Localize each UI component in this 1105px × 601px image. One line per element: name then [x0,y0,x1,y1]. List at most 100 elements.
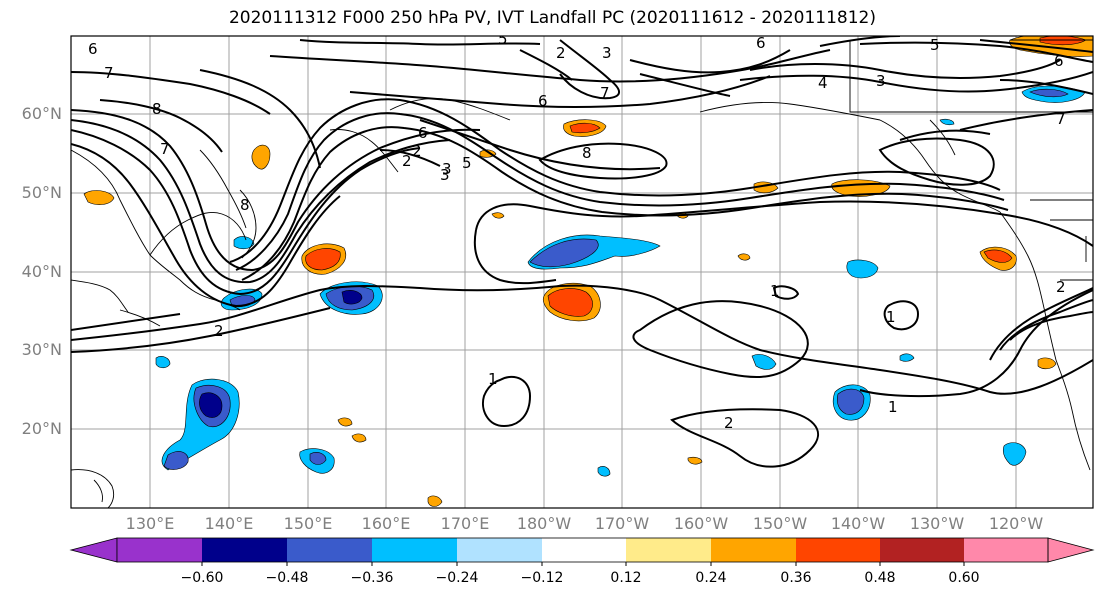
colorbar-tick-label: 0.60 [948,570,980,586]
colorbar-segment [287,538,372,562]
lat-label: 50°N [21,183,62,202]
pv-contour-6 [819,36,901,47]
colorbar-segment [880,538,964,562]
ivt-positive-region [351,433,367,443]
colorbar-segment [457,538,542,562]
ivt-negative-region [836,388,865,415]
pv-contour-2 [519,49,573,81]
lon-label: 130°W [909,514,965,533]
contour-label: 6 [1054,52,1064,70]
ivt-positive-region [569,122,601,134]
pv-contour-3 [235,112,1005,271]
contour-label: 3 [876,72,886,90]
pv-contour-2 [989,287,1093,361]
ivt-positive-region [305,248,341,271]
ivt-positive-region [737,253,751,261]
pv-contour-2 [71,307,331,353]
pv-contour-6 [269,49,831,83]
pv-contour-5 [299,39,541,46]
map-frame [70,35,1094,509]
colorbar-segment [711,538,796,562]
pv-contours [71,36,1093,468]
contour-label: 2 [214,322,224,340]
ivt-positive-region [1037,357,1057,370]
pv-contour-3 [749,59,1061,79]
contour-label: 5 [498,30,508,48]
colorbar-segment [372,538,457,562]
contour-label: 6 [538,92,548,110]
lat-label: 60°N [21,104,62,123]
pv-contour-1 [632,300,809,379]
pv-contour-1 [475,200,1093,247]
pv-contour-5 [979,39,1093,53]
colorbar-tick-label: −0.24 [435,570,479,586]
contour-labels: 6 7 8 5 2 3 7 6 2 3 6 5 3 4 8 6 7 6 8 7 … [88,30,1066,432]
pv-contour-7 [71,129,421,296]
ivt-negative-region [163,451,189,470]
ivt-negative-region [529,238,599,268]
contour-label: 3 [440,166,450,184]
pv-contour-3 [559,39,620,100]
coastlines [71,39,1093,508]
ivt-positive-region [427,495,443,507]
pv-contour-1 [883,300,920,331]
pv-contour-2 [241,126,1009,281]
ivt-negative-region [309,452,327,465]
ivt-negative-region [899,353,915,362]
contour-label: 7 [600,84,610,102]
colorbar-tick-label: −0.60 [180,570,224,586]
colorbar-segment [796,538,880,562]
pv-contour-6 [199,69,321,169]
lon-label: 160°W [673,514,729,533]
contour-label: 8 [152,100,162,118]
pv-contour-6 [629,49,791,74]
lon-label: 160°E [361,514,411,533]
contour-label: 5 [462,154,472,172]
pv-contour-8 [538,142,668,180]
pv-contour-7 [899,129,991,141]
pv-contour-2 [379,149,441,167]
contour-label: 1 [886,308,896,326]
pv-contour-7 [639,73,731,97]
colorbar-extend-high [1047,537,1095,563]
colorbar-segment [202,538,287,562]
pv-contour-5 [71,109,481,272]
lon-label: 170°E [440,514,490,533]
ivt-shading [83,36,1093,507]
lon-label: 150°W [752,514,808,533]
ivt-positive-region [337,417,353,427]
ivt-negative-region [1029,88,1069,98]
pv-contour-6 [71,119,451,284]
ivt-positive-region [83,190,115,205]
ivt-negative-region [1002,442,1027,466]
ivt-positive-region [491,212,505,219]
colorbar-segment [626,538,711,562]
ivt-negative-region [155,356,171,369]
ivt-negative-region [939,118,955,126]
graticule [71,36,1093,508]
colorbar-tick-label: −0.12 [520,570,564,586]
lat-label: 40°N [21,262,62,281]
pv-contour-8 [71,143,341,308]
colorbar-tick-label: 0.24 [695,570,727,586]
ivt-positive-region [687,456,703,465]
contour-label: 4 [818,74,828,92]
pv-contour-2 [71,285,561,341]
lat-label: 20°N [21,419,62,438]
ivt-negative-region [597,466,611,477]
contour-label: 5 [930,36,940,54]
contour-label: 6 [88,40,98,58]
contour-label: 8 [582,144,592,162]
contour-label: 2 [724,414,734,432]
pv-contour-7 [959,109,1093,131]
pv-contour-4 [229,98,1001,263]
pv-contour-3 [999,299,1093,351]
colorbar-segment [117,538,202,562]
ivt-positive-region [983,249,1013,263]
ivt-negative-region [846,259,879,279]
pv-contour-1 [473,229,557,285]
contour-label: 2 [412,142,422,160]
pv-contour-1 [71,313,181,331]
contour-label: 7 [104,64,114,82]
pv-contour-1 [859,289,1093,398]
